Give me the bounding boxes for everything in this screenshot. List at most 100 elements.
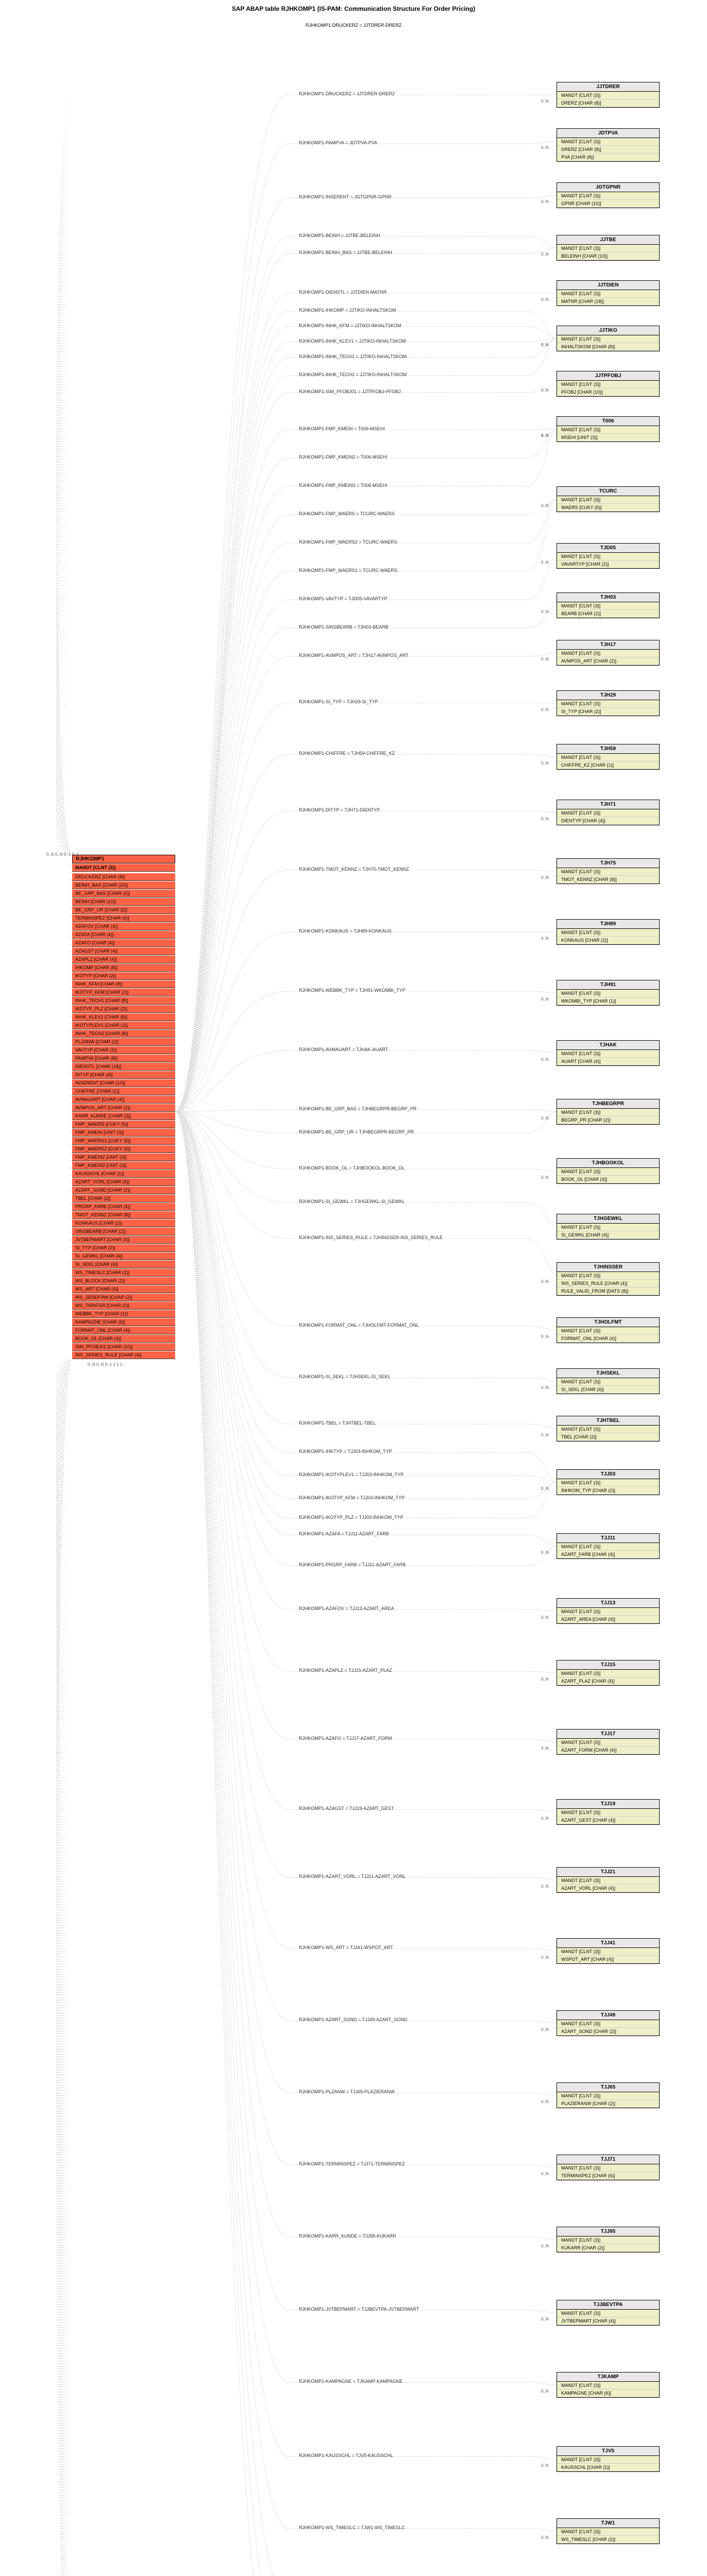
target-row: MANDT [CLNT (3)]: [557, 2310, 659, 2317]
target-row: MANDT [CLNT (3)]: [557, 1327, 659, 1335]
edge-mult-right: 0..N: [541, 297, 549, 302]
target-header: TJH03: [557, 593, 659, 602]
target-row: PLAZIERANW [CHAR (2)]: [557, 2100, 659, 2108]
edge-label: RJHKOMP1-AZAFO = TJJ17-AZART_FORM: [299, 1736, 392, 1741]
root-field: IKOTYPLEV1 [CHAR (2)]: [72, 1022, 175, 1029]
target-header: TJHSEKL: [557, 1369, 659, 1378]
root-field: INS_SERIES_RULE [CHAR (4)]: [72, 1351, 175, 1359]
target-row: MANDT [CLNT (3)]: [557, 2528, 659, 2536]
root-field: FMP_KMEIN3 [UNIT (3)]: [72, 1162, 175, 1170]
target-row: INHKOM_TYP [CHAR (2)]: [557, 1487, 659, 1495]
edge-mult-right: 0..N: [541, 609, 549, 614]
target-table: TJJ21MANDT [CLNT (3)]AZART_VORL [CHAR (4…: [557, 1867, 660, 1893]
target-header: TJD05: [557, 544, 659, 553]
root-field: PRGRP_FARB [CHAR (4)]: [72, 1203, 175, 1211]
edge-mult-right: 0..N: [541, 657, 549, 662]
edge-label: RJHKOMP1-ISM_PFOBJ01 = JJTPFOBJ-PFOBJ: [299, 389, 401, 394]
root-field: DRUCKERZ [CHAR (8)]: [72, 873, 175, 881]
edge-mult-right: 0..N: [541, 1816, 549, 1821]
edge-label: RJHKOMP1-INHK_TECH2 = JJTIKO-INHALTSKOM: [299, 372, 407, 377]
edge-label: RJHKOMP1-BEINH_BAS = JJTBE-BELEINH: [299, 250, 392, 255]
target-row: MANDT [CLNT (3)]: [557, 290, 659, 298]
target-row: MANDT [CLNT (3)]: [557, 2382, 659, 2389]
edge-mult-right: 0..N: [541, 1175, 549, 1180]
edge-label: RJHKOMP1-IKOTYPLEV1 = TJJ03-INHKOM_TYP: [299, 1472, 403, 1477]
root-field: AZART_VORL [CHAR (4)]: [72, 1178, 175, 1186]
edge-label: RJHKOMP1-FMP_KMEIN2 = T006-MSEHI: [299, 454, 388, 460]
root-field: WS_TIMESLC [CHAR (2)]: [72, 1269, 175, 1277]
target-row: DRERZ [CHAR (8)]: [557, 99, 659, 107]
target-row: AZART_GEST [CHAR (4)]: [557, 1817, 659, 1824]
target-row: MANDT [CLNT (3)]: [557, 553, 659, 561]
edge-mult-right: 0..N: [541, 1884, 549, 1889]
target-header: TJKAMP: [557, 2372, 659, 2382]
target-row: GPNR [CHAR (10)]: [557, 200, 659, 208]
root-field: CHIFFRE [CHAR (1)]: [72, 1088, 175, 1095]
edge-mult-right: 0..N: [541, 1057, 549, 1062]
target-row: MANDT [CLNT (3)]: [557, 868, 659, 876]
target-header: TJH71: [557, 800, 659, 809]
root-field: AVMPOS_ART [CHAR (2)]: [72, 1104, 175, 1112]
target-table: TJH29MANDT [CLNT (3)]SI_TYP [CHAR (2)]: [557, 690, 660, 716]
edge-label: RJHKOMP1-INS_SERIES_RULE = TJHINSSER-INS…: [299, 1235, 443, 1240]
target-row: CHIFFRE_KZ [CHAR (1)]: [557, 761, 659, 769]
target-table: TJJ03MANDT [CLNT (3)]INHKOM_TYP [CHAR (2…: [557, 1469, 660, 1495]
target-header: JJTPFOBJ: [557, 371, 659, 381]
target-row: MANDT [CLNT (3)]: [557, 2456, 659, 2464]
root-field: WS_SENDFRM [CHAR (2)]: [72, 1294, 175, 1301]
edge-label: RJHKOMP1-AZAGST = TJJ19-AZART_GEST: [299, 1806, 394, 1811]
target-table: TJKAMPMANDT [CLNT (3)]KAMPAGNE [CHAR (6)…: [557, 2372, 660, 2398]
edge-label: RJHKOMP1-FMP_WAERS = TCURC-WAERS: [299, 511, 395, 516]
target-header: JJTBE: [557, 235, 659, 245]
page-title: SAP ABAP table RJHKOMP1 (IS-PAM: Communi…: [0, 0, 707, 18]
target-row: INHALTSKOM [CHAR (8)]: [557, 343, 659, 351]
target-row: MANDT [CLNT (3)]: [557, 1272, 659, 1280]
target-row: SI_TYP [CHAR (2)]: [557, 708, 659, 716]
root-field: INHK_TECH1 [CHAR (8)]: [72, 997, 175, 1005]
target-row: TERMINSPEZ [CHAR (6)]: [557, 2172, 659, 2180]
edge-label: RJHKOMP1-IKOTYP_PLZ = TJJ03-INHKOM_TYP: [299, 1515, 403, 1520]
target-header: TJH75: [557, 859, 659, 868]
target-table: TJD05MANDT [CLNT (3)]VAVARTYP [CHAR (2)]: [557, 543, 660, 569]
edge-label: RJHKOMP1-DITYP = TJH71-DIENTYP: [299, 807, 380, 812]
root-mult-bottom: 0..N 0..N 0..1 1 1 1: [88, 1362, 122, 1367]
target-header: JJTIKO: [557, 326, 659, 335]
root-field: KAMPAGNE [CHAR (6)]: [72, 1318, 175, 1326]
target-table: JJTBEMANDT [CLNT (3)]BELEINH [CHAR (10)]: [557, 235, 660, 261]
target-row: MANDT [CLNT (3)]: [557, 650, 659, 657]
target-table: JGTGPNRMANDT [CLNT (3)]GPNR [CHAR (10)]: [557, 182, 660, 208]
edge-label: RJHKOMP1-AVMAUART = TJHAK-AUART: [299, 1047, 388, 1052]
edge-mult-right: 0..N: [541, 936, 549, 941]
target-table: JJTIKOMANDT [CLNT (3)]INHALTSKOM [CHAR (…: [557, 326, 660, 351]
target-table: JJTDRERMANDT [CLNT (3)]DRERZ [CHAR (8)]: [557, 82, 660, 108]
target-row: AVMPOS_ART [CHAR (2)]: [557, 657, 659, 665]
edge-mult-right: 0..N: [541, 1334, 549, 1339]
edge-label: RJHKOMP1-TMOT_KENNZ = TJH75-TMOT_KENNZ: [299, 867, 409, 872]
edge-mult-right: 0..N: [541, 2099, 549, 2104]
root-field: INHK_KLEV1 [CHAR (8)]: [72, 1013, 175, 1021]
edge-mult-right: 0..N: [541, 503, 549, 508]
target-row: BEARB [CHAR (2)]: [557, 610, 659, 618]
root-field: AZAPLZ [CHAR (4)]: [72, 956, 175, 963]
edge-mult-right: 0..N: [541, 388, 549, 393]
edge-label: RJHKOMP1-TERMINSPEZ = TJJ71-TERMINSPEZ: [299, 2161, 405, 2166]
target-row: AZART_SOND [CHAR (2)]: [557, 2028, 659, 2036]
target-table: JJTDIENMANDT [CLNT (3)]MATNR [CHAR (18)]: [557, 280, 660, 306]
target-row: MANDT [CLNT (3)]: [557, 2164, 659, 2172]
target-table: TJJ13MANDT [CLNT (3)]AZART_AREA [CHAR (4…: [557, 1598, 660, 1624]
target-row: MANDT [CLNT (3)]: [557, 426, 659, 434]
edge-label: RJHKOMP1-SINSBEARB = TJH03-BEARB: [299, 624, 389, 630]
target-row: KUKARR [CHAR (2)]: [557, 2244, 659, 2252]
target-row: DRERZ [CHAR (8)]: [557, 146, 659, 154]
root-table-header: RJHKOMP1: [72, 855, 175, 863]
target-header: JJTDRER: [557, 82, 659, 92]
target-header: T006: [557, 417, 659, 426]
root-field: IKOTYP [CHAR (2)]: [72, 972, 175, 980]
target-row: MANDT [CLNT (3)]: [557, 1224, 659, 1231]
target-row: MANDT [CLNT (3)]: [557, 192, 659, 200]
edge-label: RJHKOMP1-BOOK_OL = TJHBOOKOL-BOOK_OL: [299, 1165, 405, 1171]
root-mandt-row: MANDT [CLNT (3)]: [72, 864, 175, 872]
target-header: TJJ13: [557, 1599, 659, 1608]
target-row: WAERS [CUKY (5)]: [557, 504, 659, 512]
target-header: TJJ49: [557, 2011, 659, 2020]
